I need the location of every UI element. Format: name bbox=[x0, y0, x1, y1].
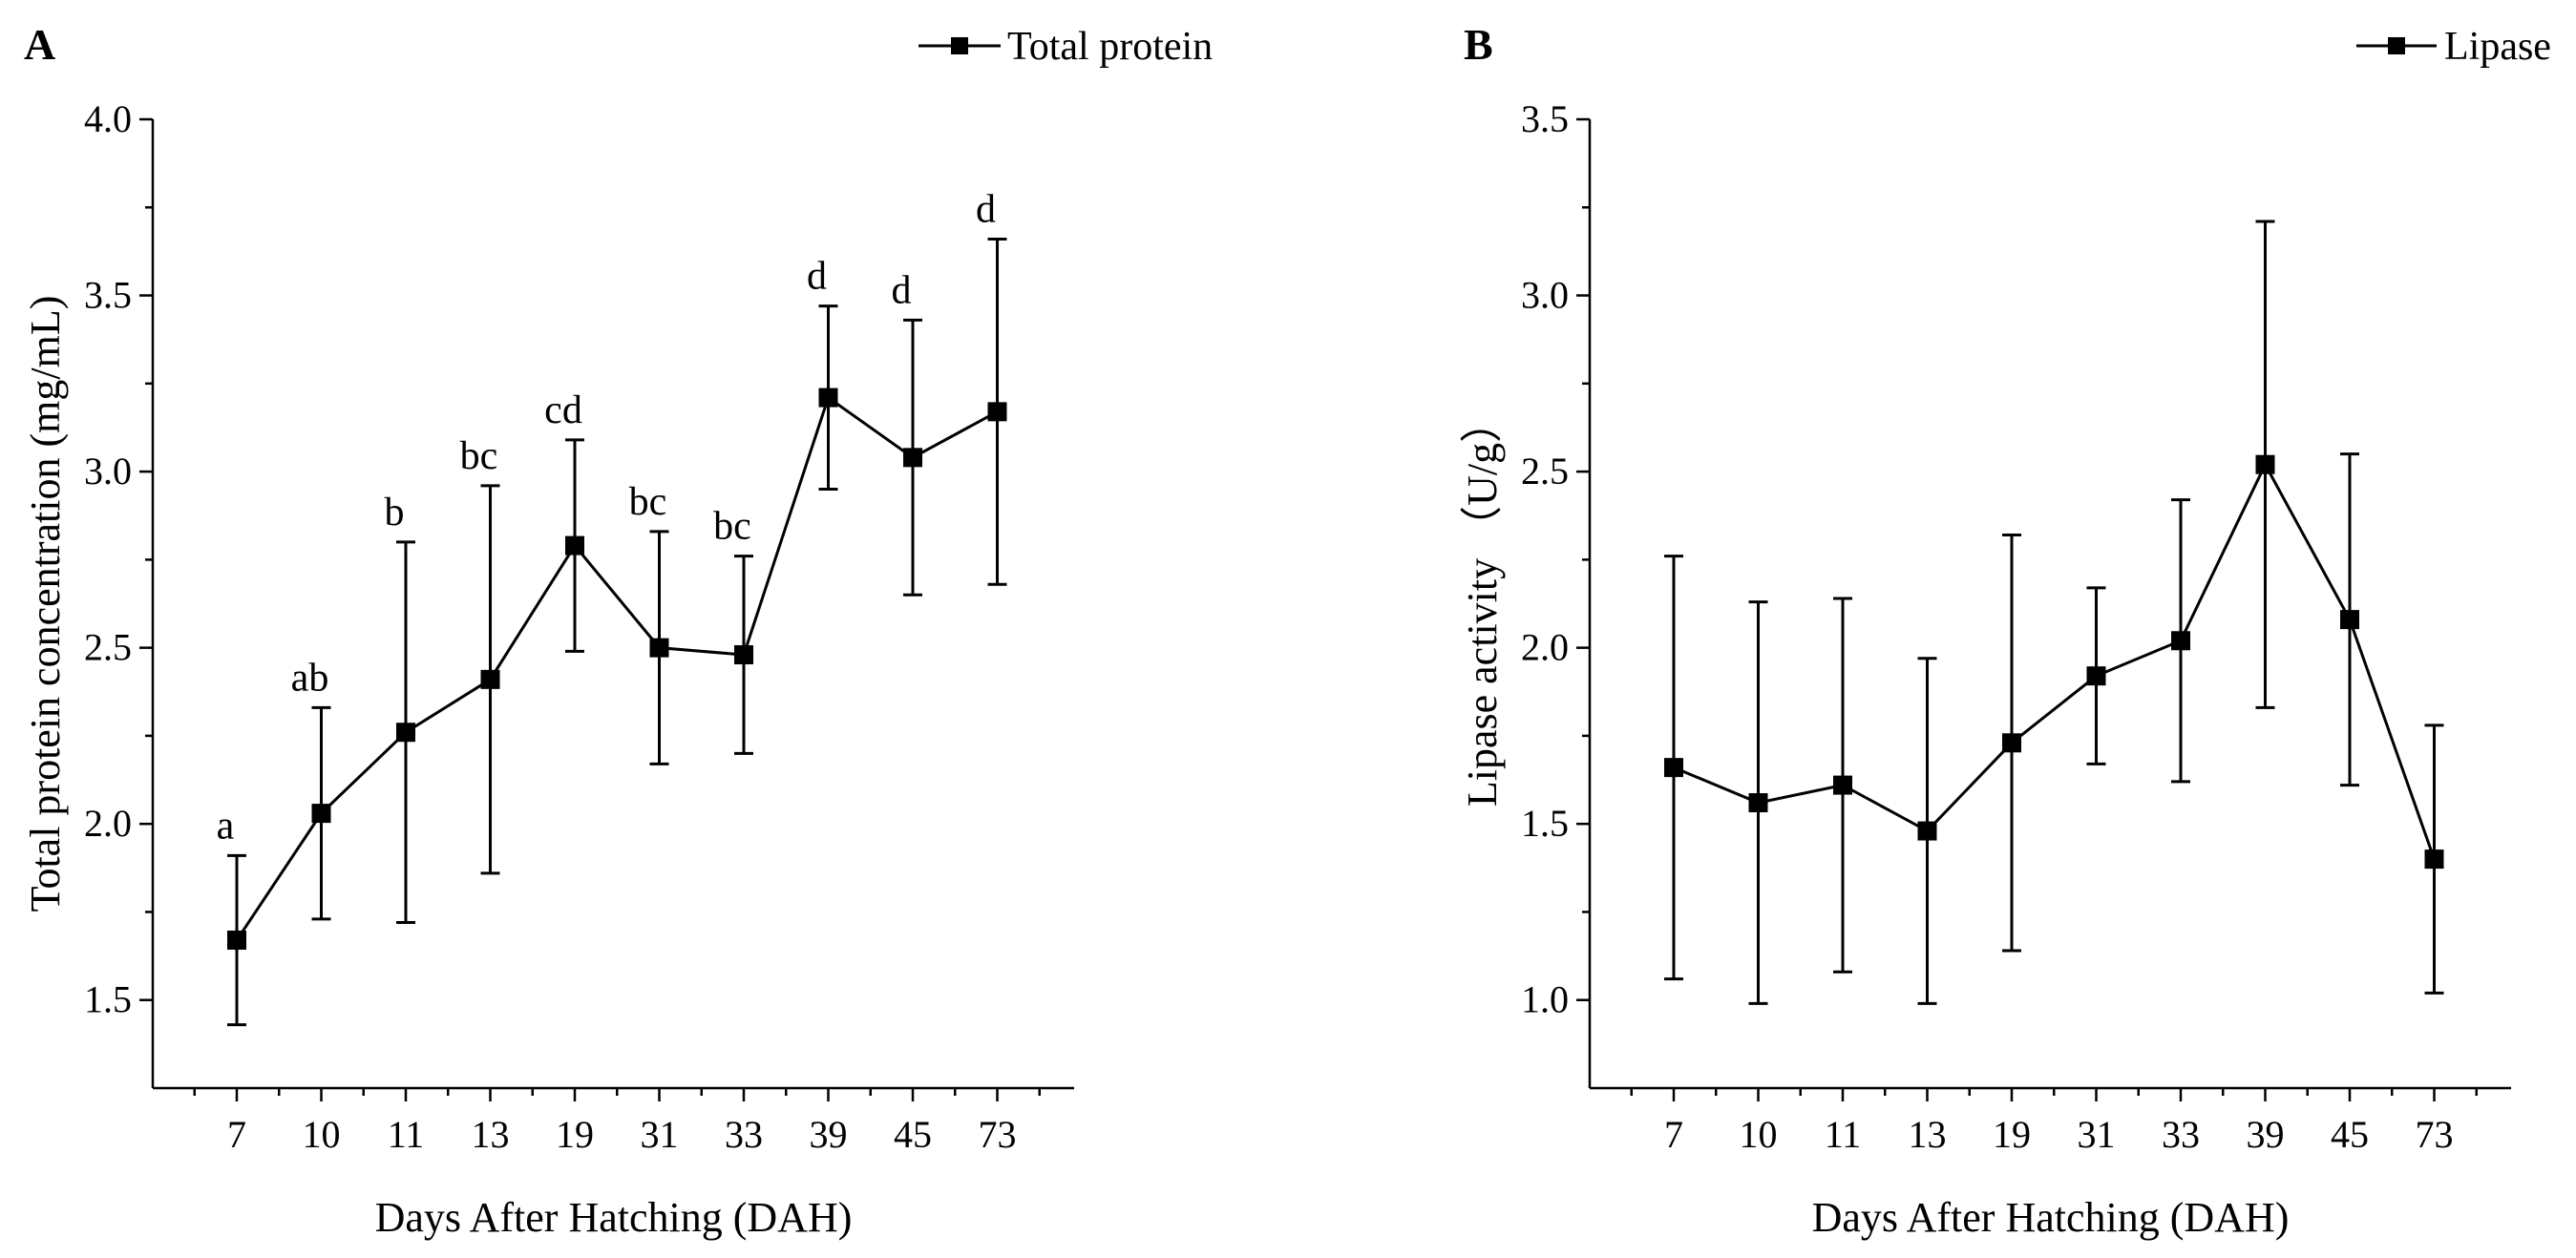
x-tick-label: 11 bbox=[1825, 1113, 1862, 1156]
significance-label: a bbox=[217, 804, 235, 848]
data-point bbox=[396, 723, 415, 743]
legend-marker bbox=[2388, 37, 2405, 54]
legend-marker bbox=[951, 37, 968, 54]
data-point bbox=[818, 388, 838, 408]
y-axis-title: Lipase activity （U/g） bbox=[1459, 401, 1506, 807]
y-tick-label: 2.5 bbox=[84, 626, 132, 669]
significance-label: ab bbox=[291, 656, 329, 700]
data-point bbox=[2002, 733, 2021, 753]
x-tick-label: 73 bbox=[979, 1113, 1017, 1156]
data-point bbox=[649, 638, 669, 658]
legend-label: Lipase bbox=[2444, 25, 2551, 69]
significance-label: b bbox=[385, 491, 405, 535]
x-tick-label: 33 bbox=[725, 1113, 763, 1156]
significance-label: d bbox=[892, 268, 912, 312]
x-axis-title: Days After Hatching (DAH) bbox=[375, 1194, 853, 1241]
y-axis-title: Total protein concentration (mg/mL) bbox=[22, 296, 69, 912]
data-point bbox=[311, 804, 331, 824]
y-tick-label: 1.5 bbox=[84, 978, 132, 1021]
y-tick-label: 2.5 bbox=[1521, 450, 1569, 493]
x-tick-label: 13 bbox=[472, 1113, 510, 1156]
data-point bbox=[227, 930, 246, 950]
x-tick-label: 13 bbox=[1909, 1113, 1947, 1156]
y-tick-label: 2.0 bbox=[1521, 626, 1569, 669]
y-tick-label: 1.5 bbox=[1521, 802, 1569, 845]
x-tick-label: 19 bbox=[556, 1113, 594, 1156]
legend-label: Total protein bbox=[1007, 25, 1213, 69]
x-tick-label: 7 bbox=[1664, 1113, 1683, 1156]
y-tick-label: 3.5 bbox=[1521, 97, 1569, 140]
data-point bbox=[1917, 821, 1937, 841]
series-line bbox=[235, 395, 999, 941]
y-tick-label: 2.0 bbox=[84, 802, 132, 845]
x-tick-label: 7 bbox=[227, 1113, 246, 1156]
x-tick-label: 73 bbox=[2416, 1113, 2454, 1156]
data-point bbox=[1748, 793, 1768, 813]
data-point bbox=[2424, 849, 2444, 870]
data-point bbox=[2255, 454, 2275, 474]
y-tick-label: 4.0 bbox=[84, 97, 132, 140]
significance-label: bc bbox=[713, 505, 751, 549]
data-point bbox=[2086, 666, 2106, 686]
data-point bbox=[987, 402, 1007, 422]
y-tick-label: 3.0 bbox=[1521, 274, 1569, 317]
x-tick-label: 31 bbox=[2078, 1113, 2116, 1156]
data-point bbox=[480, 669, 500, 689]
significance-label: d bbox=[807, 255, 827, 299]
x-tick-label: 39 bbox=[2247, 1113, 2285, 1156]
x-axis-title: Days After Hatching (DAH) bbox=[1812, 1194, 2290, 1241]
data-point bbox=[2340, 610, 2359, 630]
x-tick-label: 31 bbox=[641, 1113, 679, 1156]
data-point bbox=[1664, 758, 1683, 778]
chart-panel-a: A 1.5 2.0 2.5 3.0 3.5 4.0 7 10 11 13 19 31 33 39 45 73 Da… bbox=[22, 20, 1213, 1241]
x-tick-label: 45 bbox=[894, 1113, 932, 1156]
panel-label: A bbox=[24, 20, 55, 69]
y-tick-label: 1.0 bbox=[1521, 978, 1569, 1021]
data-point bbox=[2171, 631, 2190, 651]
significance-label: bc bbox=[460, 434, 498, 478]
x-tick-label: 39 bbox=[810, 1113, 848, 1156]
significance-label: bc bbox=[629, 480, 667, 524]
significance-label: d bbox=[976, 187, 996, 231]
x-tick-label: 10 bbox=[303, 1113, 341, 1156]
panel-label: B bbox=[1464, 20, 1493, 69]
x-tick-label: 11 bbox=[388, 1113, 425, 1156]
data-point bbox=[903, 448, 922, 468]
y-tick-label: 3.5 bbox=[84, 274, 132, 317]
chart-panel-b: B 1.0 1.5 2.0 2.5 3.0 3.5 7 10 11 13 19 31 33 39 45 73 Da… bbox=[1459, 20, 2551, 1241]
x-tick-label: 45 bbox=[2331, 1113, 2369, 1156]
data-point bbox=[565, 535, 584, 556]
x-tick-label: 10 bbox=[1740, 1113, 1778, 1156]
y-tick-label: 3.0 bbox=[84, 450, 132, 493]
x-tick-label: 19 bbox=[1993, 1113, 2031, 1156]
significance-label: cd bbox=[544, 388, 582, 432]
series-line bbox=[1673, 461, 2436, 860]
x-tick-label: 33 bbox=[2162, 1113, 2200, 1156]
data-point bbox=[734, 645, 753, 665]
data-point bbox=[1833, 775, 1852, 795]
